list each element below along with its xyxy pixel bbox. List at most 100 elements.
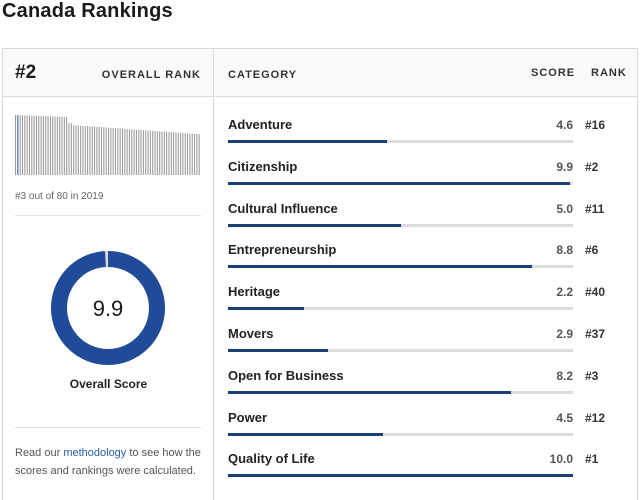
spark-bar (24, 115, 26, 175)
spark-bar-highlight (17, 115, 19, 175)
rankings-card: #2 OVERALL RANK #3 out of 80 in 2019 9.9… (2, 48, 638, 500)
spark-bar (194, 133, 196, 175)
category-name: Movers (228, 326, 274, 341)
spark-bar (196, 134, 198, 175)
overall-rank-value: #2 (15, 62, 37, 83)
spark-bar (26, 115, 28, 175)
donut-arc (51, 251, 165, 365)
score-bar-fill (228, 223, 401, 227)
spark-bar (117, 128, 119, 175)
spark-bar (56, 116, 58, 175)
overall-score-caption: Overall Score (69, 377, 148, 391)
spark-bar (152, 130, 154, 175)
spark-bar (80, 125, 82, 175)
category-rank: #40 (585, 285, 606, 300)
spark-bar (47, 116, 49, 175)
divider (15, 427, 201, 428)
spark-bar (170, 132, 172, 175)
score-bar-fill (228, 349, 329, 352)
spark-bar (173, 132, 175, 175)
spark-bar (21, 115, 24, 175)
spark-bar (187, 133, 189, 175)
category-row: Power 4.5 #12 (215, 402, 637, 444)
spark-bar (149, 130, 151, 175)
category-row: Movers 2.9 #37 (215, 318, 637, 360)
category-name: Heritage (228, 284, 281, 300)
spark-bar (145, 130, 147, 175)
score-bar-fill (228, 390, 511, 394)
spark-bar (184, 133, 186, 175)
spark-bar (75, 125, 77, 175)
spark-bar (98, 127, 100, 175)
spark-bar (28, 115, 30, 175)
score-bar-track (228, 223, 573, 227)
score-bar-fill (228, 140, 387, 143)
category-score: 5.0 (556, 201, 573, 216)
spark-bar (105, 127, 107, 175)
page-title: Canada Rankings (2, 0, 173, 22)
score-bar-track (228, 390, 573, 394)
score-header: SCORE (531, 67, 576, 79)
spark-bar (124, 128, 126, 175)
category-rank: #37 (585, 327, 606, 341)
category-rank: #1 (585, 452, 599, 467)
spark-bar (91, 126, 93, 175)
spark-bar (198, 134, 200, 175)
spark-bar (15, 115, 17, 175)
score-bar-fill (228, 181, 570, 185)
category-name: Open for Business (228, 367, 344, 383)
spark-bar (177, 132, 179, 175)
spark-bar (191, 133, 193, 175)
spark-bar (54, 116, 56, 175)
spark-bar (94, 126, 96, 175)
score-bar-fill (228, 265, 532, 269)
spark-bar (126, 129, 128, 175)
spark-bar (119, 128, 121, 175)
spark-bar (45, 116, 47, 175)
score-bar-track (228, 140, 573, 143)
category-name: Citizenship (228, 158, 298, 174)
spark-bar (147, 130, 149, 175)
category-row: Cultural Influence 5.0 #11 (215, 193, 637, 235)
spark-bar (189, 133, 191, 175)
overall-rank-header: #2 OVERALL RANK (3, 49, 213, 97)
rank-header: RANK (591, 67, 627, 79)
score-bar-track (228, 349, 573, 352)
spark-bar (156, 131, 158, 175)
category-score: 4.5 (556, 410, 573, 425)
category-name: Power (228, 409, 268, 425)
rank-distribution-chart (15, 115, 200, 175)
spark-bar (66, 117, 68, 175)
overall-rank-label: OVERALL RANK (101, 69, 201, 81)
spark-bar (33, 115, 35, 175)
category-score: 8.2 (556, 368, 573, 383)
category-rank: #12 (585, 410, 606, 425)
spark-bar (82, 125, 84, 175)
category-name: Adventure (228, 117, 293, 132)
spark-bar (89, 126, 91, 175)
spark-bar (49, 116, 51, 175)
note-text-before: Read our (15, 447, 64, 459)
spark-bar (142, 130, 144, 175)
spark-bar (68, 123, 70, 175)
methodology-link[interactable]: methodology (63, 447, 127, 459)
spark-bar (87, 126, 89, 175)
category-name: Cultural Influence (228, 200, 338, 216)
spark-bar (40, 116, 42, 175)
spark-bar (131, 129, 133, 175)
spark-bar (84, 126, 86, 175)
spark-bar (19, 115, 21, 175)
category-row: Adventure 4.6 #16 (215, 109, 637, 151)
spark-bar (121, 128, 123, 175)
spark-bar (138, 129, 140, 175)
category-rank: #2 (585, 159, 599, 174)
category-score: 2.2 (556, 285, 573, 300)
category-name: Quality of Life (228, 451, 315, 467)
spark-bar (128, 129, 130, 175)
spark-bar (114, 128, 117, 175)
category-panel: CATEGORY SCORE RANK Adventure 4.6 #16 Citiz… (215, 49, 637, 500)
category-row: Heritage 2.2 #40 (215, 276, 637, 318)
spark-bar (166, 131, 168, 175)
spark-bar (161, 131, 163, 175)
category-header: CATEGORY (228, 69, 298, 81)
